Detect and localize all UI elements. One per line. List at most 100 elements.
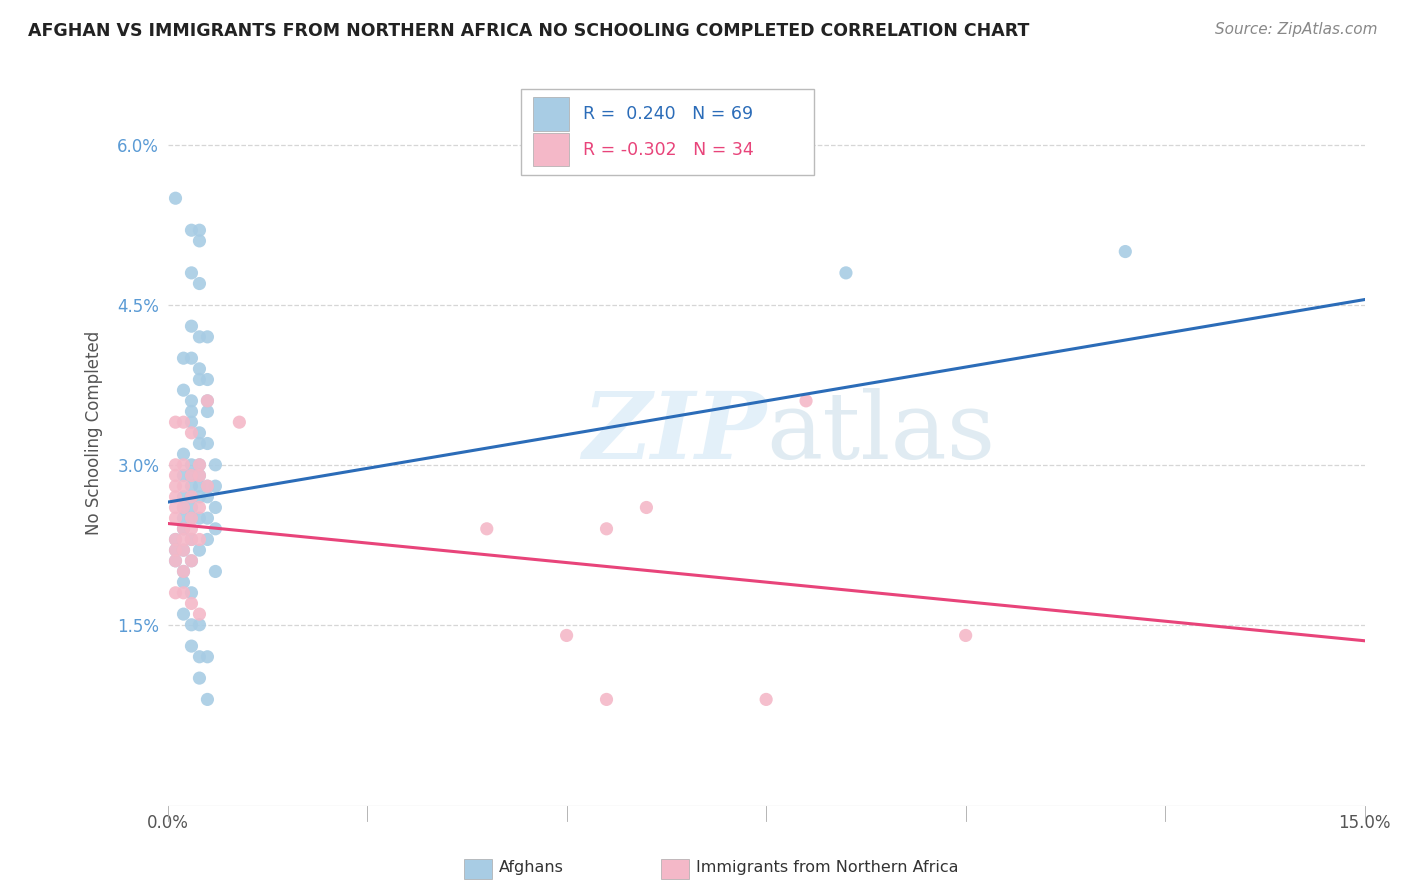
- Point: [173, 511, 195, 525]
- Text: ZIP: ZIP: [582, 388, 766, 478]
- Point: [197, 436, 219, 450]
- Point: [180, 468, 202, 483]
- Point: [197, 372, 219, 386]
- Point: [180, 223, 202, 237]
- Point: [180, 511, 202, 525]
- Point: [165, 554, 187, 568]
- Point: [636, 500, 658, 515]
- Point: [197, 511, 219, 525]
- Point: [173, 383, 195, 397]
- Point: [1114, 244, 1136, 259]
- Point: [188, 543, 211, 558]
- Point: [188, 223, 211, 237]
- Point: [755, 692, 778, 706]
- Point: [197, 393, 219, 408]
- Point: [165, 479, 187, 493]
- Point: [197, 490, 219, 504]
- FancyBboxPatch shape: [533, 133, 568, 166]
- Point: [197, 533, 219, 547]
- Point: [197, 649, 219, 664]
- Point: [180, 533, 202, 547]
- Point: [555, 628, 578, 642]
- Point: [180, 511, 202, 525]
- Point: [180, 522, 202, 536]
- Point: [173, 575, 195, 590]
- Point: [188, 234, 211, 248]
- Point: [173, 490, 195, 504]
- Point: [835, 266, 858, 280]
- Point: [180, 533, 202, 547]
- Point: [173, 543, 195, 558]
- Point: [173, 468, 195, 483]
- Point: [180, 393, 202, 408]
- Point: [180, 319, 202, 334]
- Point: [197, 393, 219, 408]
- Point: [595, 522, 617, 536]
- Point: [173, 458, 195, 472]
- FancyBboxPatch shape: [520, 89, 814, 176]
- Point: [188, 458, 211, 472]
- Point: [165, 543, 187, 558]
- Text: AFGHAN VS IMMIGRANTS FROM NORTHERN AFRICA NO SCHOOLING COMPLETED CORRELATION CHA: AFGHAN VS IMMIGRANTS FROM NORTHERN AFRIC…: [28, 22, 1029, 40]
- Point: [173, 522, 195, 536]
- Text: R =  0.240   N = 69: R = 0.240 N = 69: [583, 105, 754, 123]
- FancyBboxPatch shape: [533, 97, 568, 130]
- Point: [595, 692, 617, 706]
- Text: Immigrants from Northern Africa: Immigrants from Northern Africa: [696, 860, 959, 874]
- Point: [197, 404, 219, 418]
- Point: [180, 266, 202, 280]
- Point: [180, 468, 202, 483]
- Point: [165, 511, 187, 525]
- Point: [188, 468, 211, 483]
- Point: [173, 533, 195, 547]
- Point: [180, 490, 202, 504]
- Point: [188, 330, 211, 344]
- Point: [794, 393, 817, 408]
- Point: [204, 458, 226, 472]
- Point: [165, 415, 187, 429]
- Point: [197, 479, 219, 493]
- Point: [165, 458, 187, 472]
- Point: [188, 607, 211, 621]
- Point: [197, 692, 219, 706]
- Point: [188, 458, 211, 472]
- Point: [173, 351, 195, 366]
- Point: [188, 500, 211, 515]
- Point: [173, 565, 195, 579]
- Point: [180, 351, 202, 366]
- Point: [188, 436, 211, 450]
- Point: [180, 554, 202, 568]
- Point: [173, 479, 195, 493]
- Point: [180, 479, 202, 493]
- Point: [173, 415, 195, 429]
- Point: [180, 415, 202, 429]
- Point: [165, 468, 187, 483]
- Point: [180, 554, 202, 568]
- Point: [173, 500, 195, 515]
- Point: [165, 191, 187, 205]
- Point: [475, 522, 498, 536]
- Point: [188, 533, 211, 547]
- Point: [188, 490, 211, 504]
- Point: [165, 533, 187, 547]
- Point: [204, 565, 226, 579]
- Point: [173, 543, 195, 558]
- Point: [173, 607, 195, 621]
- Point: [173, 586, 195, 600]
- Point: [188, 511, 211, 525]
- Point: [180, 617, 202, 632]
- Point: [165, 586, 187, 600]
- Point: [188, 425, 211, 440]
- Point: [180, 597, 202, 611]
- Point: [173, 500, 195, 515]
- Point: [188, 649, 211, 664]
- Point: [165, 500, 187, 515]
- Point: [188, 617, 211, 632]
- Text: R = -0.302   N = 34: R = -0.302 N = 34: [583, 141, 754, 159]
- Point: [188, 671, 211, 685]
- Point: [180, 639, 202, 653]
- Point: [173, 565, 195, 579]
- Point: [188, 479, 211, 493]
- Point: [204, 522, 226, 536]
- Point: [165, 533, 187, 547]
